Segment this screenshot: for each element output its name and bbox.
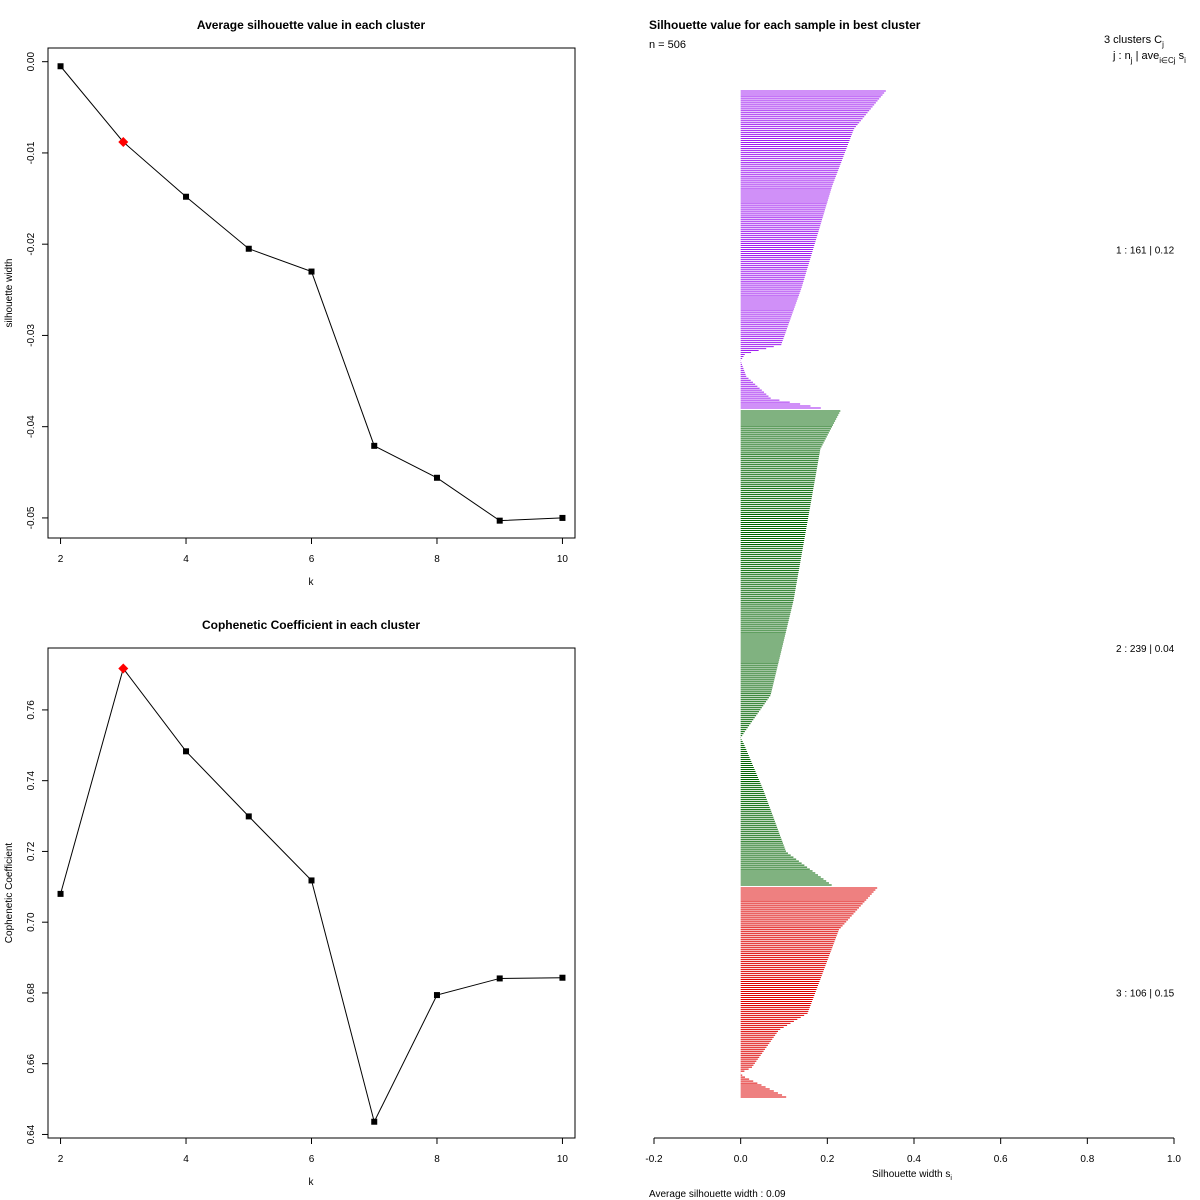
data-point <box>559 514 566 521</box>
x-tick-label: 0.4 <box>907 1154 921 1165</box>
cophenetic-title: Cophenetic Coefficient in each cluster <box>202 618 420 632</box>
data-point <box>57 890 64 897</box>
x-tick-label: 6 <box>309 554 315 565</box>
data-point <box>371 1118 378 1125</box>
y-tick-label: 0.68 <box>26 983 37 1003</box>
x-tick-label: 4 <box>183 1154 189 1165</box>
best-k-point <box>118 663 129 674</box>
avg-silhouette-x-axis: 2 4 6 8 10 <box>58 538 569 565</box>
x-tick-label: 0.2 <box>820 1154 834 1165</box>
legend-header-clusters: 3 clusters Cj <box>1104 34 1164 49</box>
cluster-2-summary: 2 : 239 | 0.04 <box>1116 644 1175 655</box>
data-point <box>57 63 64 70</box>
data-point <box>496 975 503 982</box>
x-tick-label: 8 <box>434 1154 440 1165</box>
avg-silhouette-y-axis: 0.00 -0.01 -0.02 -0.03 -0.04 -0.05 <box>26 52 48 529</box>
best-k-point <box>118 136 129 147</box>
series-line <box>60 65 563 522</box>
avg-silhouette-y-label: silhouette width <box>4 259 15 328</box>
data-point <box>371 442 378 449</box>
y-tick-label: 0.76 <box>26 700 37 720</box>
cluster-1-bars <box>740 90 886 409</box>
avg-silhouette-panel: Average silhouette value in each cluster… <box>4 18 576 588</box>
y-tick-label: 0.74 <box>26 771 37 791</box>
data-point <box>308 268 315 275</box>
y-tick-label: 0.64 <box>26 1124 37 1144</box>
x-tick-label: 1.0 <box>1167 1154 1181 1165</box>
x-tick-label: 0.0 <box>734 1154 748 1165</box>
data-point <box>245 245 252 252</box>
cluster-3-bars <box>740 887 878 1098</box>
cophenetic-x-label: k <box>309 1177 315 1188</box>
avg-silhouette-series <box>57 63 566 524</box>
y-tick-label: -0.01 <box>26 141 37 164</box>
cophenetic-panel: Cophenetic Coefficient in each cluster 2… <box>4 618 576 1188</box>
x-tick-label: 0.8 <box>1080 1154 1094 1165</box>
cophenetic-y-axis: 0.64 0.66 0.68 0.70 0.72 0.74 0.76 <box>26 700 48 1144</box>
cluster-2-bars <box>740 410 841 886</box>
y-tick-label: -0.04 <box>26 415 37 438</box>
silhouette-plot-panel: Silhouette value for each sample in best… <box>645 18 1186 1200</box>
x-tick-label: 4 <box>183 554 189 565</box>
cluster-legend-labels: 1 : 161 | 0.12 2 : 239 | 0.04 3 : 106 | 0.… <box>1116 246 1175 1000</box>
avg-silhouette-title: Average silhouette value in each cluster <box>197 18 426 32</box>
y-tick-label: 0.66 <box>26 1054 37 1074</box>
y-tick-label: -0.05 <box>26 506 37 529</box>
x-tick-label: 0.6 <box>994 1154 1008 1165</box>
legend-header-stats: j : nj | avei∈Cj si <box>1112 50 1186 65</box>
cophenetic-series <box>57 663 566 1125</box>
data-point <box>496 517 503 524</box>
data-point <box>433 992 440 999</box>
x-tick-label: 8 <box>434 554 440 565</box>
avg-silhouette-plot-frame <box>47 47 576 539</box>
y-tick-label: 0.00 <box>26 52 37 72</box>
y-tick-label: 0.70 <box>26 912 37 932</box>
data-point <box>183 193 190 200</box>
cophenetic-y-label: Cophenetic Coefficient <box>4 843 15 944</box>
average-silhouette-width-label: Average silhouette width : 0.09 <box>649 1189 786 1200</box>
cluster-3-summary: 3 : 106 | 0.15 <box>1116 989 1175 1000</box>
x-tick-label: 6 <box>309 1154 315 1165</box>
y-tick-label: -0.02 <box>26 232 37 255</box>
silhouette-plot-title: Silhouette value for each sample in best… <box>649 18 921 32</box>
x-tick-label: 2 <box>58 554 64 565</box>
data-point <box>183 748 190 755</box>
x-tick-label: 2 <box>58 1154 64 1165</box>
cophenetic-x-axis: 2 4 6 8 10 <box>58 1138 569 1165</box>
silhouette-x-label: Silhouette width si <box>872 1169 952 1182</box>
x-tick-label: 10 <box>557 1154 569 1165</box>
cluster-1-summary: 1 : 161 | 0.12 <box>1116 246 1175 257</box>
avg-silhouette-x-label: k <box>309 577 315 588</box>
data-point <box>433 474 440 481</box>
y-tick-label: 0.72 <box>26 841 37 861</box>
data-point <box>559 974 566 981</box>
x-tick-label: -0.2 <box>645 1154 663 1165</box>
sample-count-label: n = 506 <box>649 39 686 51</box>
data-point <box>308 877 315 884</box>
silhouette-bars <box>740 90 886 1098</box>
cophenetic-plot-frame <box>47 647 576 1139</box>
series-line <box>60 667 563 1124</box>
x-tick-label: 10 <box>557 554 569 565</box>
y-tick-label: -0.03 <box>26 324 37 347</box>
silhouette-x-axis: -0.2 0.0 0.2 0.4 0.6 0.8 1.0 <box>645 1138 1181 1165</box>
data-point <box>245 813 252 820</box>
